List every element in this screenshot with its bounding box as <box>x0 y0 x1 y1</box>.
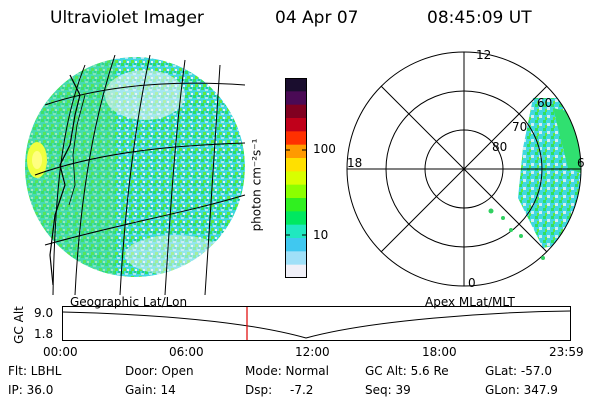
polar-label-60: 60 <box>537 96 553 110</box>
dsp-value: -7.2 <box>290 383 314 397</box>
mode-info: Mode: Normal <box>245 364 329 378</box>
polar-label-18: 18 <box>347 156 363 170</box>
timeline-right-label: Apex MLat/MLT <box>425 295 515 309</box>
timeline-ytick-1.8: 1.8 <box>34 327 54 341</box>
colorbar-band <box>285 211 307 226</box>
colorbar-band <box>285 171 307 186</box>
colorbar-band <box>285 238 307 252</box>
polar-label-12: 12 <box>476 48 492 62</box>
door-info: Door: Open <box>125 364 194 378</box>
polar-label-0: 0 <box>468 276 476 290</box>
gain-info: Gain: 14 <box>125 383 176 397</box>
colorbar-band <box>285 131 307 146</box>
colorbar-tick-100: 100 <box>313 142 336 156</box>
colorbar-band <box>285 184 307 199</box>
gcalt-info: GC Alt: 5.6 Re <box>365 364 449 378</box>
timeline-plot <box>62 306 571 341</box>
polar-label-70: 70 <box>512 120 528 134</box>
dsp-label: Dsp: <box>245 383 273 397</box>
timeline-xtick-0: 00:00 <box>43 345 78 359</box>
colorbar <box>285 78 307 278</box>
polar-plot <box>346 51 582 287</box>
colorbar-band <box>285 78 307 92</box>
timeline-axis-label: GC Alt <box>11 306 26 344</box>
seq-info: Seq: 39 <box>365 383 411 397</box>
colorbar-band <box>285 198 307 212</box>
flt-info: Flt: LBHL <box>8 364 62 378</box>
colorbar-band <box>285 144 307 159</box>
ip-info: IP: 36.0 <box>8 383 54 397</box>
date-label: 04 Apr 07 <box>275 8 359 28</box>
colorbar-band <box>285 91 307 106</box>
glat-info: GLat: -57.0 <box>485 364 552 378</box>
colorbar-band <box>285 224 307 239</box>
time-label: 08:45:09 UT <box>427 8 532 28</box>
timeline-left-label: Geographic Lat/Lon <box>70 295 188 309</box>
glon-info: GLon: 347.9 <box>485 383 558 397</box>
colorbar-band <box>285 104 307 119</box>
timeline-xtick-2: 12:00 <box>295 345 330 359</box>
colorbar-unit-label: photon cm⁻²s⁻¹ <box>249 138 264 232</box>
timeline-xtick-3: 18:00 <box>422 345 457 359</box>
polar-label-80: 80 <box>492 140 508 154</box>
colorbar-band <box>285 251 307 266</box>
colorbar-tick-10: 10 <box>313 228 329 242</box>
timeline-ytick-9: 9.0 <box>34 306 54 320</box>
earth-image <box>25 55 246 295</box>
colorbar-band <box>285 118 307 132</box>
timeline-xtick-4: 23:59 <box>549 345 584 359</box>
imager-title: Ultraviolet Imager <box>50 8 204 28</box>
polar-label-6: 6 <box>577 156 585 170</box>
colorbar-band <box>285 158 307 172</box>
colorbar-band <box>285 264 307 278</box>
timeline-xtick-1: 06:00 <box>169 345 204 359</box>
